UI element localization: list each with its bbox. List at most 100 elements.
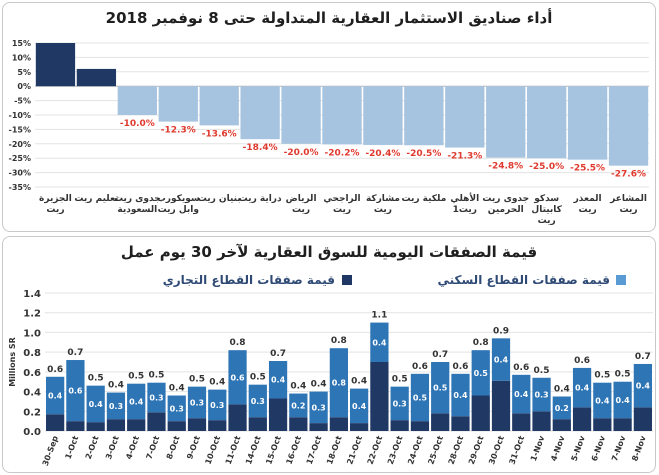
data-label-residential: 0.3	[210, 401, 224, 410]
x-tick-label: 3-Oct	[104, 434, 121, 460]
x-tick-label: 16-Oct	[285, 434, 304, 465]
legend-residential-swatch	[616, 275, 626, 285]
legend-residential-label: قيمة صفقات القطاع السكني	[437, 273, 610, 287]
data-label-residential: 0.6	[68, 387, 83, 396]
data-label-total: 0.8	[473, 338, 489, 348]
bar-residential	[633, 363, 652, 408]
data-label-total: 0.8	[331, 336, 347, 346]
data-label-residential: 0.6	[230, 373, 245, 382]
bar-commercial	[289, 417, 308, 431]
bar-commercial	[127, 419, 146, 431]
bar-commercial	[633, 407, 652, 431]
bar-residential	[512, 374, 531, 414]
category-label: ملكية ريت	[401, 194, 446, 204]
bar-residential	[491, 338, 511, 381]
x-tick-label: 14-Oct	[244, 434, 263, 465]
data-label-residential: 0.5	[474, 369, 489, 378]
bar	[445, 86, 485, 148]
data-label-total: 0.7	[270, 349, 286, 359]
x-tick-label: 18-Oct	[325, 434, 344, 465]
bar-residential	[208, 389, 227, 421]
y-tick-label: 0.0	[23, 427, 41, 438]
data-label-residential: 0.5	[413, 393, 428, 402]
bar-commercial	[66, 421, 85, 431]
bar-commercial	[370, 362, 389, 431]
category-label: الأهلي ريت1	[450, 192, 479, 215]
reit-performance-chart: 15% 10% 5% 0% -5% -10% -15% -20% -25% -30% -35% الج…	[9, 39, 649, 226]
data-label-total: 0.5	[88, 374, 104, 384]
bar	[117, 86, 157, 115]
x-tick-label: 28-Oct	[447, 434, 466, 465]
bar	[527, 86, 567, 159]
bar	[567, 86, 608, 160]
bar-commercial	[451, 416, 470, 431]
y-tick-label: 0.6	[23, 368, 41, 379]
bar	[363, 86, 403, 145]
x-tick-label: 5-Nov	[569, 434, 587, 463]
data-label-total: 0.5	[250, 373, 266, 383]
category-label: تعليم ريت	[74, 194, 118, 204]
y-tick-label: 10%	[12, 53, 31, 62]
data-label-residential: 0.4	[595, 396, 610, 405]
bar-residential	[350, 388, 369, 424]
y-tick-label: -30%	[9, 169, 31, 178]
category-label: مشاركة ريت	[366, 194, 400, 215]
bar-residential	[127, 383, 146, 420]
data-label-residential: 0.3	[534, 391, 548, 400]
y-tick-label: -10%	[9, 111, 31, 120]
x-tick-label: 8-Oct	[165, 434, 182, 460]
bar-commercial	[248, 417, 267, 431]
bar-commercial	[410, 421, 430, 431]
legend-commercial-swatch	[342, 275, 352, 285]
x-tick-label: 25-Oct	[426, 434, 445, 465]
bar-residential	[390, 386, 409, 421]
y-tick-label: -35%	[9, 183, 31, 192]
bar-commercial	[350, 423, 369, 431]
data-label: -10.0%	[120, 119, 155, 129]
category-label: دراية ريت	[239, 194, 282, 204]
y-tick-label: 0.4	[23, 388, 41, 399]
data-label-total: 0.8	[230, 338, 246, 348]
data-label-total: 0.4	[108, 381, 124, 391]
bar-commercial	[552, 419, 571, 431]
data-label-residential: 0.4	[514, 390, 529, 399]
category-label: جدوى ريت السعودية	[114, 194, 161, 215]
y-tick-label: 1.4	[23, 289, 41, 300]
data-label-total: 0.7	[432, 350, 448, 360]
bar-residential	[410, 373, 430, 422]
reit-performance-panel: أداء صناديق الاستثمار العقارية المتداولة…	[2, 2, 656, 232]
category-label: بنيان ريت	[198, 194, 241, 204]
data-label-residential: 0.3	[251, 397, 265, 406]
data-label: -27.6%	[611, 170, 646, 180]
bar-residential	[431, 362, 450, 414]
data-label-residential: 0.3	[312, 403, 326, 412]
data-label-total: 0.4	[169, 384, 185, 394]
data-label-residential: 0.4	[48, 392, 63, 401]
bar-residential	[370, 322, 389, 362]
data-label-residential: 0.2	[291, 401, 305, 410]
x-tick-label: 15-Oct	[264, 434, 283, 465]
category-label: الجزيرة ريت	[39, 194, 72, 215]
bar-residential	[228, 350, 247, 405]
data-label-residential: 0.3	[170, 404, 184, 413]
y-tick-label: -25%	[9, 154, 31, 163]
bar-residential	[613, 381, 632, 419]
bar-residential	[106, 392, 126, 420]
data-label: -13.6%	[202, 129, 237, 139]
data-label-residential: 0.5	[433, 384, 448, 393]
data-label-total: 0.5	[594, 371, 610, 381]
category-label: جدوى ريت الحرمين	[482, 194, 529, 215]
x-tick-label: 24-Oct	[406, 434, 425, 465]
bar	[404, 86, 444, 146]
data-label: -20.5%	[406, 149, 441, 159]
bar-residential	[471, 350, 490, 396]
bar-residential	[167, 395, 186, 422]
bar-commercial	[512, 413, 531, 431]
data-label-total: 0.4	[290, 382, 306, 392]
data-label-total: 0.7	[67, 348, 83, 358]
data-label: -25.5%	[570, 164, 605, 174]
deals-chart-title: قيمة الصفقات اليومية للسوق العقارية لآخر…	[120, 243, 538, 261]
bar-commercial	[86, 422, 105, 431]
x-tick-label: 22-Oct	[366, 434, 385, 465]
data-label-residential: 0.8	[332, 379, 347, 388]
